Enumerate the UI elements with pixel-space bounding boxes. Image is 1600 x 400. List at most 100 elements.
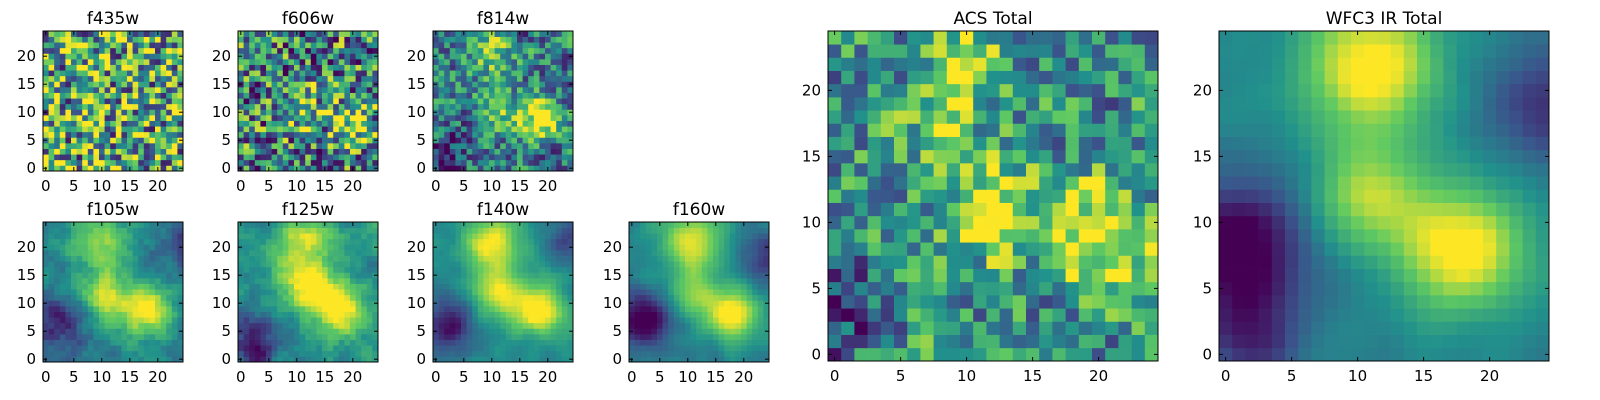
- heatmap-cell: [556, 64, 563, 71]
- heatmap-cell: [127, 109, 133, 116]
- heatmap-cell: [449, 120, 456, 127]
- heatmap-cell: [690, 317, 697, 324]
- heatmap-cell: [461, 255, 467, 262]
- heatmap-cell: [489, 272, 495, 279]
- heatmap-cell: [266, 283, 272, 290]
- heatmap-cell: [757, 311, 764, 318]
- heatmap-cell: [1012, 255, 1027, 269]
- heatmap-cell: [143, 356, 150, 363]
- heatmap-cell: [271, 255, 278, 262]
- heatmap-cell: [132, 103, 139, 110]
- heatmap-cell: [466, 272, 473, 279]
- heatmap-cell: [132, 81, 139, 88]
- heatmap-cell: [561, 53, 568, 60]
- heatmap-cell: [138, 244, 145, 251]
- heatmap-cell: [372, 98, 379, 105]
- heatmap-cell: [350, 317, 356, 324]
- heatmap-cell: [729, 233, 736, 240]
- heatmap-cell: [238, 334, 244, 340]
- heatmap-cell: [629, 261, 635, 268]
- heatmap-cell: [528, 36, 535, 43]
- heatmap-cell: [93, 143, 100, 149]
- heatmap-cell: [701, 345, 708, 352]
- heatmap-cell: [59, 289, 66, 296]
- heatmap-cell: [500, 53, 507, 60]
- axes-frame: [432, 221, 574, 363]
- heatmap-cell: [132, 233, 139, 240]
- heatmap-cell: [494, 294, 501, 301]
- heatmap-cell: [71, 244, 77, 251]
- heatmap-cell: [999, 229, 1014, 243]
- heatmap-cell: [76, 154, 83, 161]
- heatmap-cell: [305, 356, 312, 363]
- heatmap-cell: [550, 289, 557, 296]
- heatmap-cell: [43, 143, 49, 149]
- heatmap-cell: [690, 311, 697, 318]
- heatmap-cell: [561, 103, 568, 110]
- heatmap-cell: [99, 36, 105, 43]
- heatmap-cell: [477, 356, 484, 363]
- heatmap-cell: [1092, 163, 1106, 177]
- heatmap-cell: [138, 31, 145, 37]
- heatmap-cell: [294, 250, 300, 256]
- heatmap-cell: [472, 317, 479, 324]
- heatmap-cell: [1144, 334, 1159, 349]
- heatmap-cell: [679, 261, 686, 268]
- heatmap-cell: [763, 317, 770, 324]
- heatmap-cell: [305, 103, 312, 110]
- heatmap-cell: [127, 250, 133, 256]
- heatmap-cell: [444, 120, 451, 127]
- panel-title: f814w: [477, 9, 529, 29]
- heatmap-cell: [43, 98, 49, 105]
- heatmap-cell: [477, 87, 484, 93]
- heatmap-cell: [528, 59, 535, 65]
- heatmap-cell: [132, 289, 139, 296]
- heatmap-cell: [718, 255, 725, 262]
- heatmap-cell: [757, 266, 764, 273]
- heatmap-cell: [71, 98, 77, 105]
- heatmap-cell: [288, 53, 295, 60]
- heatmap-cell: [115, 222, 122, 228]
- heatmap-cell: [71, 53, 77, 60]
- heatmap-cell: [138, 131, 145, 138]
- heatmap-cell: [305, 143, 312, 149]
- heatmap-cell: [260, 98, 267, 105]
- heatmap-cell: [48, 322, 55, 329]
- heatmap-cell: [121, 244, 128, 251]
- heatmap-cell: [260, 322, 267, 329]
- heatmap-cell: [65, 300, 72, 307]
- y-tick-label: 15: [212, 266, 231, 284]
- heatmap-cell: [149, 87, 156, 93]
- heatmap-cell: [1065, 176, 1080, 190]
- heatmap-cell: [271, 98, 278, 105]
- heatmap-cell: [121, 233, 128, 240]
- heatmap-cell: [696, 278, 703, 284]
- heatmap-cell: [438, 47, 445, 54]
- heatmap-cell: [662, 255, 669, 262]
- heatmap-cell: [433, 238, 439, 245]
- heatmap-cell: [110, 87, 117, 93]
- heatmap-cell: [138, 165, 145, 172]
- heatmap-cell: [729, 272, 736, 279]
- heatmap-cell: [350, 238, 356, 245]
- heatmap-cell: [511, 148, 518, 155]
- heatmap-cell: [271, 148, 278, 155]
- heatmap-cell: [673, 317, 680, 324]
- heatmap-cell: [545, 109, 551, 116]
- heatmap-cell: [455, 109, 462, 116]
- heatmap-cell: [138, 87, 145, 93]
- heatmap-cell: [444, 266, 451, 273]
- heatmap-cell: [986, 229, 1000, 243]
- heatmap-cell: [735, 261, 742, 268]
- heatmap-cell: [528, 53, 535, 60]
- heatmap-cell: [517, 227, 523, 234]
- heatmap-cell: [483, 42, 490, 49]
- heatmap-cell: [160, 261, 167, 268]
- heatmap-cell: [907, 229, 921, 243]
- heatmap-cell: [449, 143, 456, 149]
- heatmap-cell: [366, 159, 373, 166]
- heatmap-cell: [690, 238, 697, 245]
- heatmap-cell: [724, 339, 731, 346]
- heatmap-cell: [260, 59, 267, 65]
- heatmap-cell: [556, 154, 563, 161]
